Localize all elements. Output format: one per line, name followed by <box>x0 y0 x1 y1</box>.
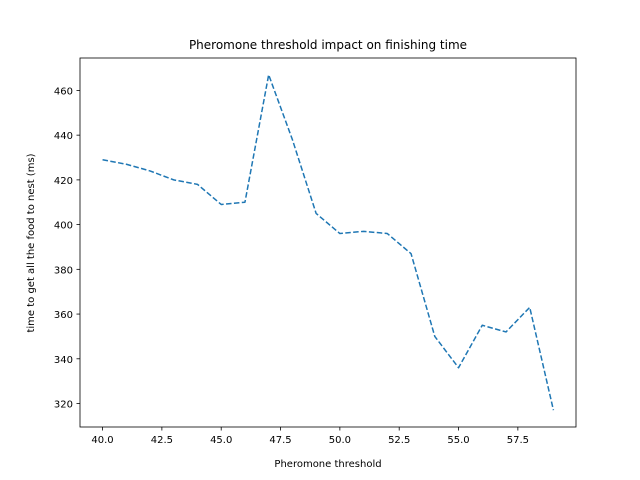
x-tick-label: 50.0 <box>329 435 351 446</box>
x-tick-label: 47.5 <box>269 435 291 446</box>
y-tick-label: 360 <box>54 310 73 321</box>
chart-title: Pheromone threshold impact on finishing … <box>189 38 467 52</box>
series-line-0 <box>102 74 555 411</box>
y-axis-label: time to get all the food to nest (ms) <box>26 153 37 332</box>
plot-area: 40.0 42.5 45.0 47.5 50.0 52.5 55.0 57.5 320 340 36… <box>54 57 577 446</box>
x-axis-label: Pheromone threshold <box>274 459 381 470</box>
axes-frame <box>79 57 577 428</box>
x-tick-label: 52.5 <box>388 435 410 446</box>
x-tick-label: 42.5 <box>151 435 173 446</box>
x-tick-label: 45.0 <box>210 435 232 446</box>
y-tick-label: 440 <box>54 131 73 142</box>
x-tick-label: 55.0 <box>447 435 469 446</box>
y-tick-label: 420 <box>54 176 73 187</box>
x-tick-label: 57.5 <box>507 435 529 446</box>
x-tick-label: 40.0 <box>91 435 113 446</box>
y-tick-label: 320 <box>54 400 73 411</box>
y-tick-label: 380 <box>54 265 73 276</box>
y-tick-label: 340 <box>54 355 73 366</box>
y-tick-label: 460 <box>54 86 73 97</box>
y-tick-label: 400 <box>54 221 73 232</box>
